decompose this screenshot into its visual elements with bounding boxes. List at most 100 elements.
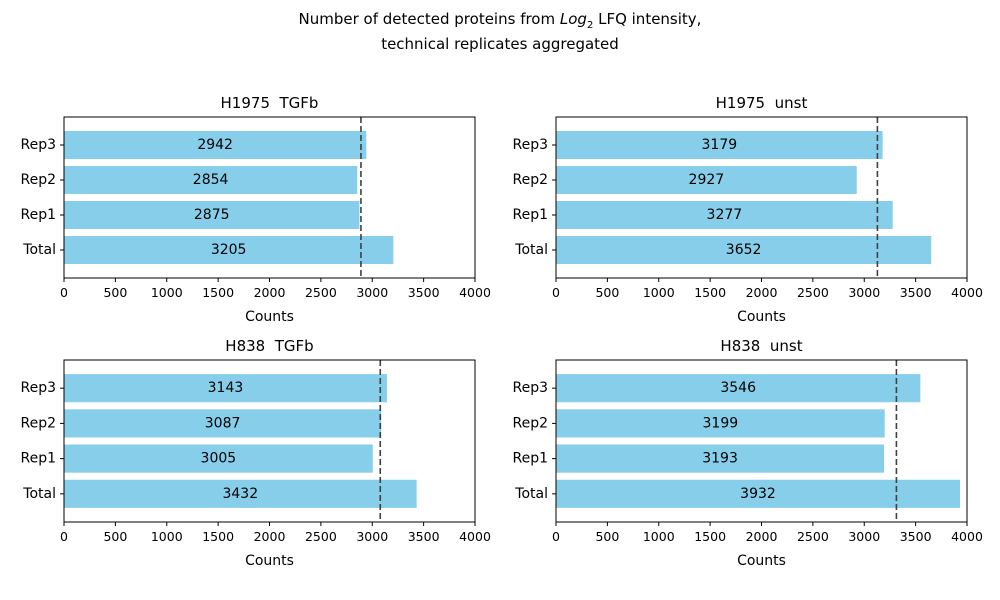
x-tick-label: 3000: [848, 285, 880, 300]
x-axis-label: Counts: [737, 309, 786, 325]
data-label-rep2: 2927: [689, 172, 725, 188]
bar-rep1: [556, 201, 893, 229]
x-tick-label: 2500: [797, 529, 829, 544]
chart-panel-2: 3652 3277 2927 3179 Total Rep1 Rep2 Rep3 0 500 100…: [512, 94, 982, 325]
data-label-total: 3932: [740, 486, 776, 502]
data-label-rep2: 3087: [205, 415, 241, 431]
x-tick-label: 4000: [459, 285, 491, 300]
bar-rep2: [556, 166, 857, 194]
x-tick-label: 1500: [694, 285, 726, 300]
x-tick-label: 4000: [459, 529, 491, 544]
bar-rep3: [64, 131, 367, 159]
x-tick-label: 1500: [202, 285, 234, 300]
x-tick-label: 3000: [356, 529, 388, 544]
data-label-total: 3652: [726, 242, 762, 258]
bar-total: [64, 236, 394, 264]
data-label-rep3: 3179: [702, 137, 738, 153]
x-tick-label: 1000: [151, 285, 183, 300]
y-tick-label-total: Total: [514, 242, 548, 258]
x-axis-label: Counts: [245, 309, 294, 325]
y-tick-label-rep2: Rep2: [20, 415, 56, 431]
y-tick-label-rep2: Rep2: [512, 415, 548, 431]
x-tick-label: 1000: [643, 285, 675, 300]
bar-rep3: [64, 374, 387, 403]
x-tick-label: 3500: [900, 285, 932, 300]
data-label-rep2: 3199: [703, 415, 739, 431]
y-tick-label-rep3: Rep3: [20, 137, 56, 153]
bar-rep1: [64, 444, 373, 473]
x-tick-label: 2000: [254, 529, 286, 544]
bar-rep1: [64, 201, 360, 229]
chart-panel-1: 3205 2875 2854 2942 Total Rep1 Rep2 Rep3 0 500 100…: [20, 94, 490, 325]
x-tick-label: 3500: [408, 529, 440, 544]
data-label-rep1: 3005: [201, 451, 237, 467]
x-tick-label: 1500: [694, 529, 726, 544]
x-tick-label: 0: [552, 285, 560, 300]
data-label-total: 3205: [211, 242, 247, 258]
data-label-rep1: 2875: [194, 207, 230, 223]
y-tick-label-rep1: Rep1: [512, 451, 548, 467]
x-tick-label: 3000: [356, 285, 388, 300]
chart-panel-4: 3932 3193 3199 3546 Total Rep1 Rep2 Rep3 0 500 100…: [512, 337, 982, 569]
x-tick-label: 3500: [900, 529, 932, 544]
data-label-total: 3432: [222, 486, 258, 502]
x-tick-label: 0: [60, 285, 68, 300]
data-label-rep1: 3277: [707, 207, 743, 223]
x-tick-label: 500: [595, 285, 619, 300]
x-tick-label: 1000: [151, 529, 183, 544]
x-tick-label: 1000: [643, 529, 675, 544]
y-tick-label-rep3: Rep3: [20, 380, 56, 396]
panel-title: H838 unst: [720, 337, 802, 355]
data-label-rep2: 2854: [193, 172, 229, 188]
x-tick-label: 4000: [951, 285, 983, 300]
panel-title: H1975 TGFb: [221, 94, 319, 112]
x-tick-label: 3500: [408, 285, 440, 300]
y-tick-label-total: Total: [22, 242, 56, 258]
x-tick-label: 0: [552, 529, 560, 544]
x-tick-label: 2000: [254, 285, 286, 300]
y-tick-label-total: Total: [514, 486, 548, 502]
data-label-rep3: 2942: [197, 137, 233, 153]
x-tick-label: 500: [103, 285, 127, 300]
x-tick-label: 2500: [797, 285, 829, 300]
x-tick-label: 0: [60, 529, 68, 544]
bar-total: [556, 236, 932, 264]
x-tick-label: 2000: [746, 285, 778, 300]
panel-title: H838 TGFb: [225, 337, 313, 355]
x-tick-label: 1500: [202, 529, 234, 544]
x-tick-label: 3000: [848, 529, 880, 544]
bar-rep2: [64, 409, 382, 438]
x-tick-label: 500: [595, 529, 619, 544]
x-tick-label: 500: [103, 529, 127, 544]
figure-title-line1: Number of detected proteins from Log2 LF…: [298, 10, 702, 31]
y-tick-label-rep3: Rep3: [512, 137, 548, 153]
bar-rep3: [556, 131, 883, 159]
panel-title: H1975 unst: [716, 94, 808, 112]
y-tick-label-total: Total: [22, 486, 56, 502]
figure-title: Number of detected proteins from Log2 LF…: [0, 10, 1000, 54]
y-tick-label-rep1: Rep1: [20, 207, 56, 223]
y-tick-label-rep3: Rep3: [512, 380, 548, 396]
bar-rep3: [556, 374, 921, 403]
y-tick-label-rep1: Rep1: [512, 207, 548, 223]
data-label-rep1: 3193: [702, 451, 738, 467]
y-tick-label-rep2: Rep2: [20, 172, 56, 188]
bar-total: [556, 479, 961, 508]
bar-total: [64, 479, 417, 508]
bar-rep2: [64, 166, 358, 194]
bar-rep2: [556, 409, 885, 438]
x-tick-label: 2000: [746, 529, 778, 544]
x-tick-label: 2500: [305, 529, 337, 544]
x-tick-label: 2500: [305, 285, 337, 300]
chart-panel-3: 3432 3005 3087 3143 Total Rep1 Rep2 Rep3 0 500 100…: [20, 337, 490, 569]
y-tick-label-rep2: Rep2: [512, 172, 548, 188]
x-axis-label: Counts: [245, 553, 294, 569]
data-label-rep3: 3143: [208, 380, 244, 396]
x-tick-label: 4000: [951, 529, 983, 544]
bar-rep1: [556, 444, 885, 473]
y-tick-label-rep1: Rep1: [20, 451, 56, 467]
x-axis-label: Counts: [737, 553, 786, 569]
data-label-rep3: 3546: [720, 380, 756, 396]
figure-title-line2: technical replicates aggregated: [381, 35, 619, 53]
